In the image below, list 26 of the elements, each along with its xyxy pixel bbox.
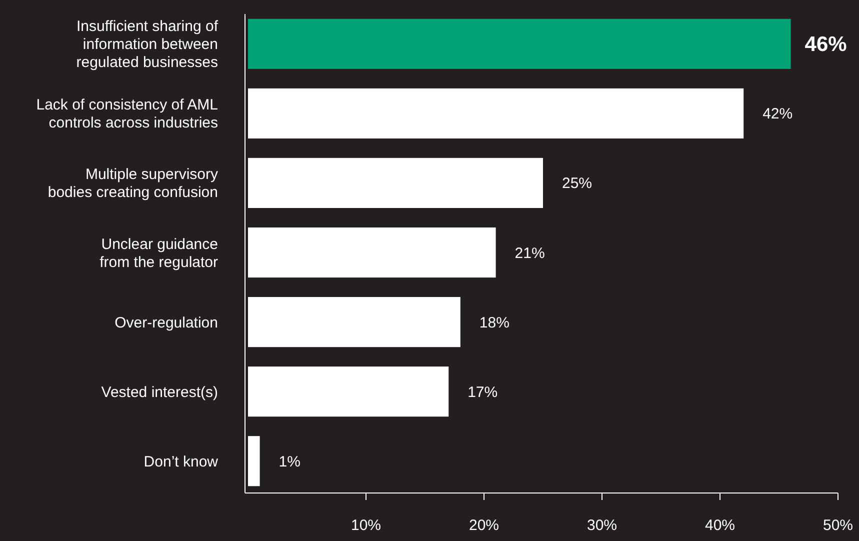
data-label: 17%	[468, 384, 498, 401]
y-tick-label: Multiple supervisory bodies creating confusion	[48, 166, 218, 202]
data-label: 18%	[479, 314, 510, 332]
x-tick-label: 50%	[822, 517, 854, 534]
bar	[248, 158, 543, 208]
data-label: 25%	[562, 175, 592, 192]
data-label: 42%	[762, 106, 793, 123]
x-tick-label: 20%	[468, 517, 500, 534]
bar	[248, 436, 260, 486]
bar	[248, 227, 496, 278]
bar	[248, 297, 460, 348]
data-label: 46%	[804, 33, 848, 56]
bar	[248, 366, 449, 417]
x-tick-label: 10%	[350, 517, 382, 534]
data-label: 1%	[278, 453, 300, 470]
bar	[248, 18, 791, 69]
y-tick-label: Insufficient sharing of information between regulated businesses	[76, 18, 219, 72]
y-tick-label: Don’t know	[144, 453, 218, 470]
x-tick-label: 40%	[704, 517, 736, 534]
y-tick-label: Lack of consistency of AML controls across industries	[36, 96, 218, 132]
data-label: 21%	[514, 244, 545, 262]
y-tick-label: Unclear guidance from the regulator	[100, 236, 218, 271]
y-tick-label: Over-regulation	[114, 314, 218, 332]
x-tick-label: 30%	[586, 517, 618, 534]
y-tick-label: Vested interest(s)	[101, 384, 218, 401]
bar	[248, 88, 744, 138]
